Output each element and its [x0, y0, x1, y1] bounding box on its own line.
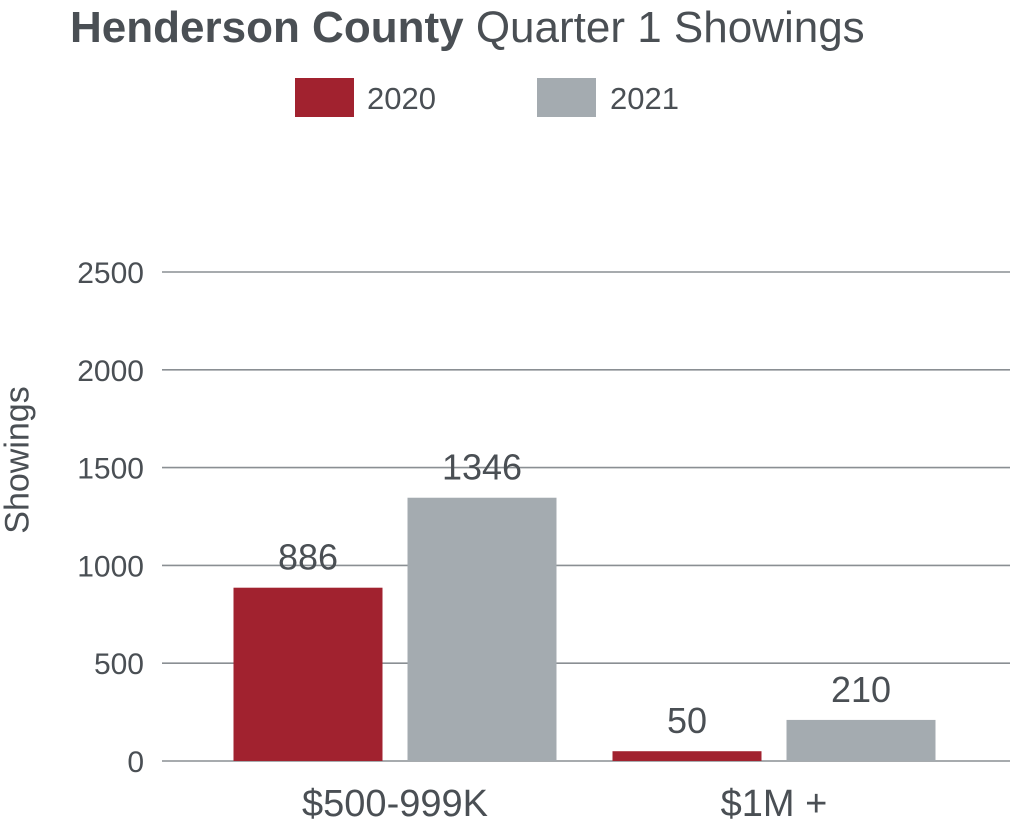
chart-title-bold: Henderson County	[70, 3, 464, 52]
y-tick-label: 500	[94, 648, 144, 681]
y-tick-label: 1000	[77, 550, 144, 583]
bar-2021	[786, 719, 936, 761]
data-label: 886	[278, 537, 338, 578]
y-tick-label: 0	[127, 746, 144, 779]
y-tick-label: 2000	[77, 355, 144, 388]
bar-2020	[233, 587, 383, 761]
legend-label-2020: 2020	[367, 81, 436, 116]
data-label: 50	[667, 700, 707, 741]
data-label: 1346	[442, 447, 522, 488]
y-tick-label: 1500	[77, 453, 144, 486]
bar-2020	[612, 751, 762, 761]
legend: 2020 2021	[0, 78, 1024, 122]
legend-label-2021: 2021	[610, 81, 679, 116]
y-tick-label: 2500	[77, 257, 144, 290]
bar-2021	[407, 497, 557, 761]
chart-title-light: Quarter 1 Showings	[475, 3, 865, 52]
legend-swatch-2021	[537, 78, 596, 117]
legend-swatch-2020	[295, 78, 354, 117]
data-label: 210	[831, 669, 891, 710]
chart-title: Henderson County Quarter 1 Showings	[70, 2, 865, 54]
x-category-label: $500-999K	[302, 783, 488, 825]
x-category-label: $1M +	[721, 783, 828, 825]
